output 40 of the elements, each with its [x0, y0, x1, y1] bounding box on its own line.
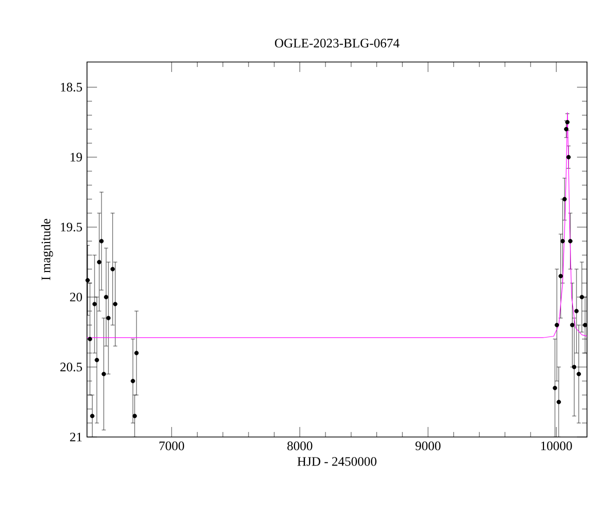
- y-axis-title: I magnitude: [41, 218, 53, 280]
- point: [556, 400, 561, 404]
- point: [130, 378, 136, 384]
- point: [568, 238, 573, 244]
- point: [552, 386, 558, 390]
- point: [96, 260, 102, 264]
- point: [580, 294, 584, 300]
- point: [570, 322, 574, 328]
- x-tick-label: 8000: [287, 442, 312, 450]
- x-tick-label: 9000: [416, 442, 440, 450]
- x-tick-label: 10000: [541, 442, 572, 450]
- point: [558, 274, 563, 278]
- point: [92, 302, 97, 306]
- point: [90, 414, 94, 418]
- point: [85, 278, 90, 282]
- point: [102, 372, 106, 376]
- point: [104, 294, 108, 300]
- point: [88, 336, 92, 342]
- x-axis-title: HJD - 2450000: [297, 457, 376, 466]
- point: [110, 266, 115, 272]
- y-tick-label: 20: [70, 292, 82, 302]
- y-tick-label: 18.5: [60, 82, 82, 92]
- y-tick-label: 19: [70, 152, 82, 162]
- chart-title: OGLE-2023-BLG-0674: [274, 38, 400, 48]
- point: [113, 302, 118, 306]
- point: [560, 238, 565, 244]
- point: [574, 308, 579, 314]
- point: [132, 414, 137, 418]
- x-tick-label: 7000: [160, 442, 184, 450]
- y-tick-label: 20.5: [60, 362, 82, 372]
- point: [554, 322, 560, 328]
- point: [576, 372, 581, 376]
- point: [106, 316, 111, 320]
- point: [566, 154, 571, 160]
- point: [99, 238, 104, 244]
- point: [94, 358, 100, 362]
- point: [134, 350, 139, 356]
- point: [582, 322, 588, 328]
- y-tick-label: 19.5: [60, 222, 82, 232]
- y-tick-label: 21: [70, 432, 82, 442]
